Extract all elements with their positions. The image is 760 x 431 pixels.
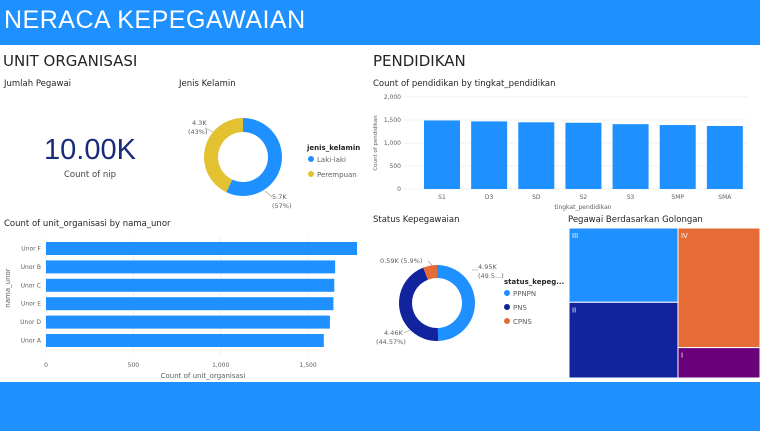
- y-tick-label: Unor A: [21, 338, 42, 345]
- legend-marker: [504, 290, 510, 296]
- bar: [46, 279, 334, 292]
- legend-label: PNS: [513, 304, 527, 312]
- section-title-pendidikan: PENDIDIKAN: [373, 52, 466, 70]
- y-tick-label: 1,000: [384, 140, 401, 147]
- section-title-unit: UNIT ORGANISASI: [3, 52, 137, 70]
- x-tick-label: SD: [532, 194, 541, 201]
- legend-marker: [504, 304, 510, 310]
- x-tick-label: D3: [485, 194, 494, 201]
- kpi-value: 10.00K: [30, 134, 150, 167]
- bar: [707, 126, 743, 189]
- bar: [613, 124, 649, 189]
- legend-marker: [308, 171, 314, 177]
- y-tick-label: Unor B: [21, 264, 41, 271]
- bar: [518, 122, 554, 189]
- legend-marker: [308, 156, 314, 162]
- data-label: 4.3K: [192, 119, 207, 127]
- y-tick-label: Unor D: [20, 319, 41, 326]
- legend-title: jenis_kelamin: [306, 144, 360, 152]
- y-tick-label: Unor F: [21, 246, 41, 253]
- y-tick-label: 0: [397, 186, 401, 193]
- treemap-tile: [569, 228, 678, 302]
- gender-chart-title: Jenis Kelamin: [179, 79, 236, 89]
- x-tick-label: 0: [44, 362, 48, 369]
- x-tick-label: S1: [438, 194, 446, 201]
- treemap-label: IV: [681, 232, 688, 240]
- bar: [565, 123, 601, 189]
- treemap-tile: [678, 348, 760, 378]
- legend-label: CPNS: [513, 318, 532, 326]
- x-tick-label: 1,000: [212, 362, 229, 369]
- unor-chart-title: Count of unit_organisasi by nama_unor: [4, 219, 171, 229]
- data-label: (49.5...): [478, 272, 504, 280]
- data-label: 5.7K: [272, 193, 287, 201]
- y-tick-label: Unor C: [21, 282, 41, 289]
- data-label: (57%): [272, 202, 292, 210]
- bar: [46, 297, 333, 310]
- legend-label: Perempuan: [317, 171, 357, 179]
- y-tick-label: Unor E: [21, 301, 41, 308]
- legend-label: PPNPN: [513, 290, 536, 298]
- golongan-chart-title: Pegawai Berdasarkan Golongan: [568, 215, 703, 225]
- treemap-tile: [569, 302, 678, 378]
- x-tick-label: 500: [128, 362, 140, 369]
- leader-line: [404, 330, 410, 333]
- y-tick-label: 500: [390, 163, 402, 170]
- gender-slice: [204, 118, 243, 192]
- x-tick-label: SMP: [671, 194, 684, 201]
- status-slice: [399, 268, 438, 341]
- x-axis-title: Count of unit_organisasi: [161, 372, 246, 380]
- bar: [471, 121, 507, 189]
- data-label: 4.95K: [478, 263, 497, 271]
- treemap-label: I: [681, 352, 683, 360]
- header-banner: NERACA KEPEGAWAIAN: [0, 0, 760, 45]
- status-chart-title: Status Kepegawaian: [373, 215, 460, 225]
- x-tick-label: S3: [627, 194, 635, 201]
- legend-label: Laki-laki: [317, 156, 346, 164]
- legend-title: status_kepeg...: [504, 278, 564, 286]
- treemap-label: III: [572, 232, 578, 240]
- bar: [46, 242, 357, 255]
- unor-bar-chart: 0 500 1,000 1,500 Unor F Unor B Unor C Unor E Un…: [0, 232, 365, 382]
- x-axis-title: tingkat_pendidikan: [554, 204, 611, 211]
- x-tick-label: S2: [580, 194, 588, 201]
- status-donut-chart: 0.59K (5.9%) 4.95K(49.5...) 4.46K(44.57%) s…: [368, 228, 568, 380]
- x-tick-label: 1,500: [299, 362, 316, 369]
- gender-donut-chart: 4.3K(43%) 5.7K(57%) jenis_kelamin Laki-laki…: [175, 92, 370, 217]
- y-tick-label: 1,500: [384, 117, 401, 124]
- status-slice: [437, 265, 475, 341]
- education-bar-chart: 0 500 1,000 1,500 2,000 S1 D3 SD S2 S3 SMP SMA tingk…: [368, 88, 753, 213]
- data-label: 4.46K: [384, 329, 403, 337]
- treemap-label: II: [572, 306, 576, 314]
- data-label: (43%): [188, 128, 208, 136]
- y-axis-title: Count of pendidikan: [373, 115, 379, 171]
- data-label: 0.59K (5.9%): [380, 257, 422, 265]
- data-label: (44.57%): [376, 338, 406, 346]
- x-tick-label: SMA: [718, 194, 732, 201]
- treemap-tile: [678, 228, 760, 348]
- bar: [424, 120, 460, 189]
- bar: [46, 334, 324, 347]
- dashboard-title: NERACA KEPEGAWAIAN: [4, 6, 306, 35]
- y-axis-title: nama_unor: [4, 268, 12, 307]
- footer-banner: [0, 382, 760, 431]
- bar: [46, 316, 330, 329]
- leader-line: [265, 191, 272, 197]
- leader-line: [428, 261, 432, 265]
- bar: [46, 260, 335, 273]
- bar: [660, 125, 696, 189]
- y-tick-label: 2,000: [384, 94, 401, 101]
- kpi-title: Jumlah Pegawai: [4, 79, 71, 89]
- kpi-label: Count of nip: [30, 170, 150, 180]
- legend-marker: [504, 318, 510, 324]
